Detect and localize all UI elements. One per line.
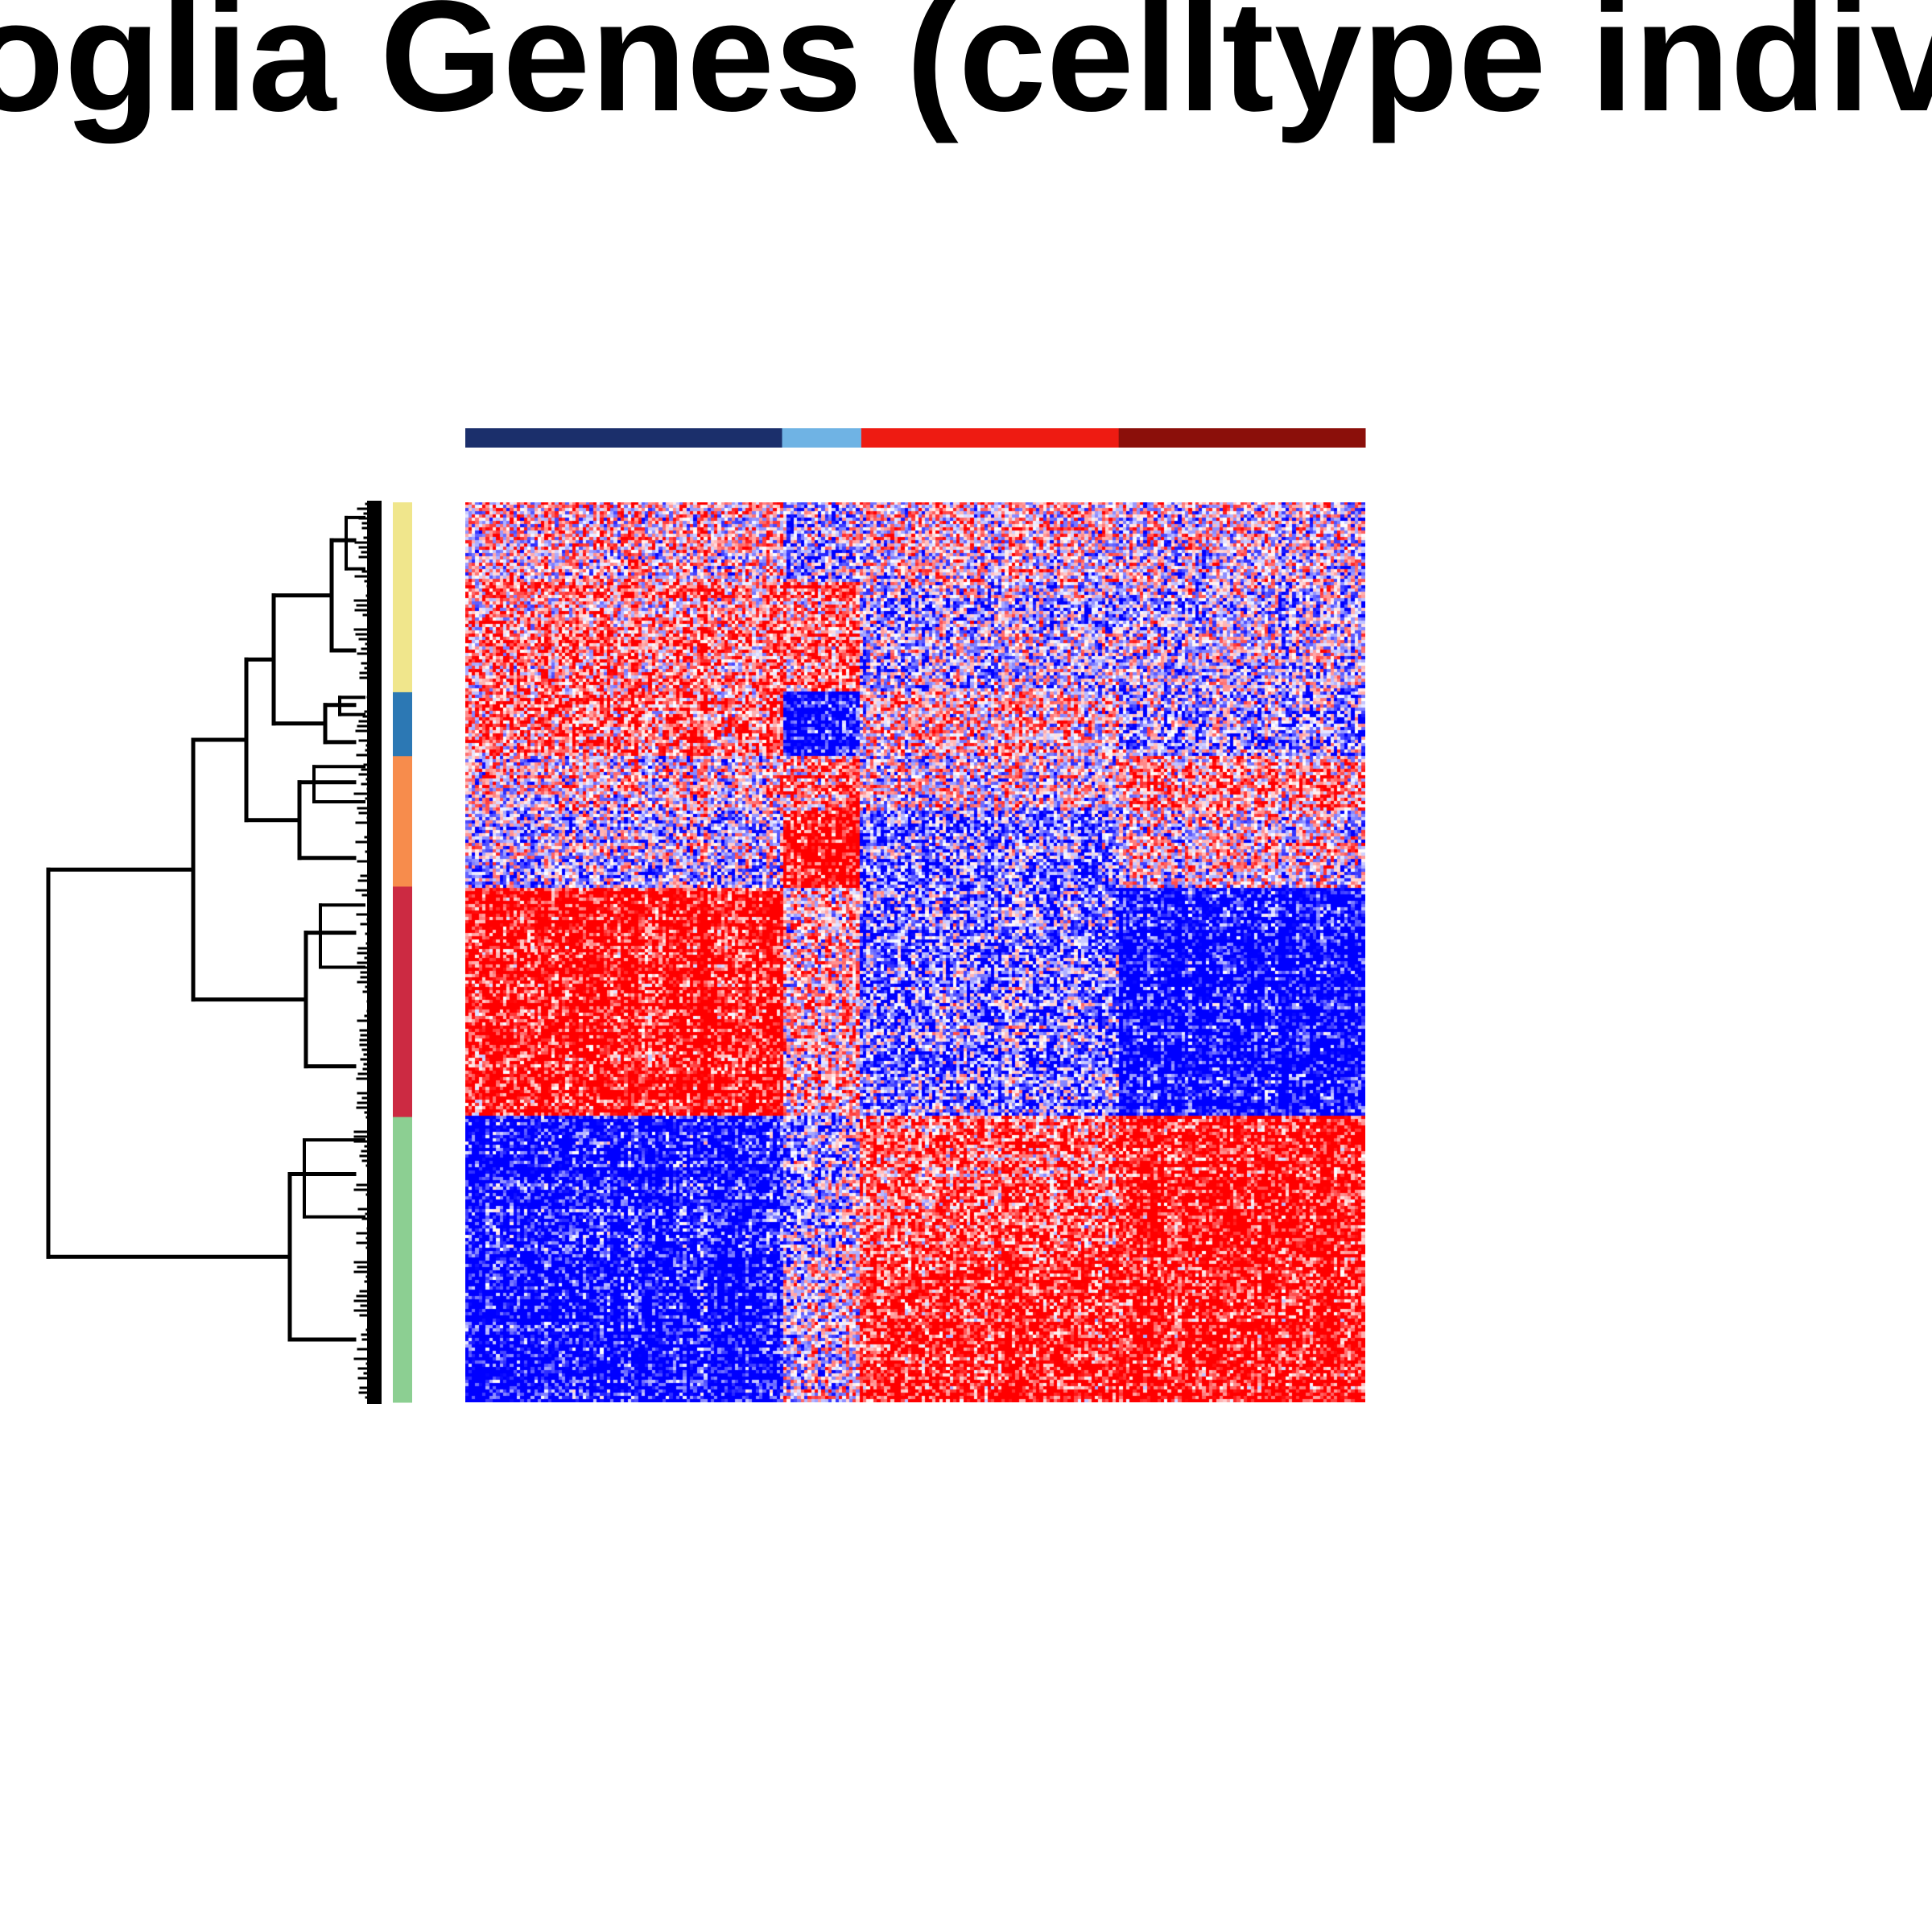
dendrogram-leaves — [367, 501, 382, 1404]
heatmap-cells — [465, 502, 1365, 1402]
column-annotation-bar — [465, 428, 1366, 448]
row-cluster-segment — [393, 502, 412, 693]
column-annotation-segment — [861, 428, 1120, 448]
row-dendrogram — [46, 501, 382, 1404]
column-annotation-segment — [782, 428, 862, 448]
row-cluster-bar — [393, 502, 412, 1403]
column-annotation-segment — [465, 428, 783, 448]
column-annotation-segment — [1118, 428, 1366, 448]
row-cluster-segment — [393, 886, 412, 1118]
row-cluster-segment — [393, 1117, 412, 1403]
row-cluster-segment — [393, 691, 412, 757]
row-cluster-segment — [393, 756, 412, 887]
chart-title: oglia Genes (celltype indivi — [0, 0, 1932, 144]
